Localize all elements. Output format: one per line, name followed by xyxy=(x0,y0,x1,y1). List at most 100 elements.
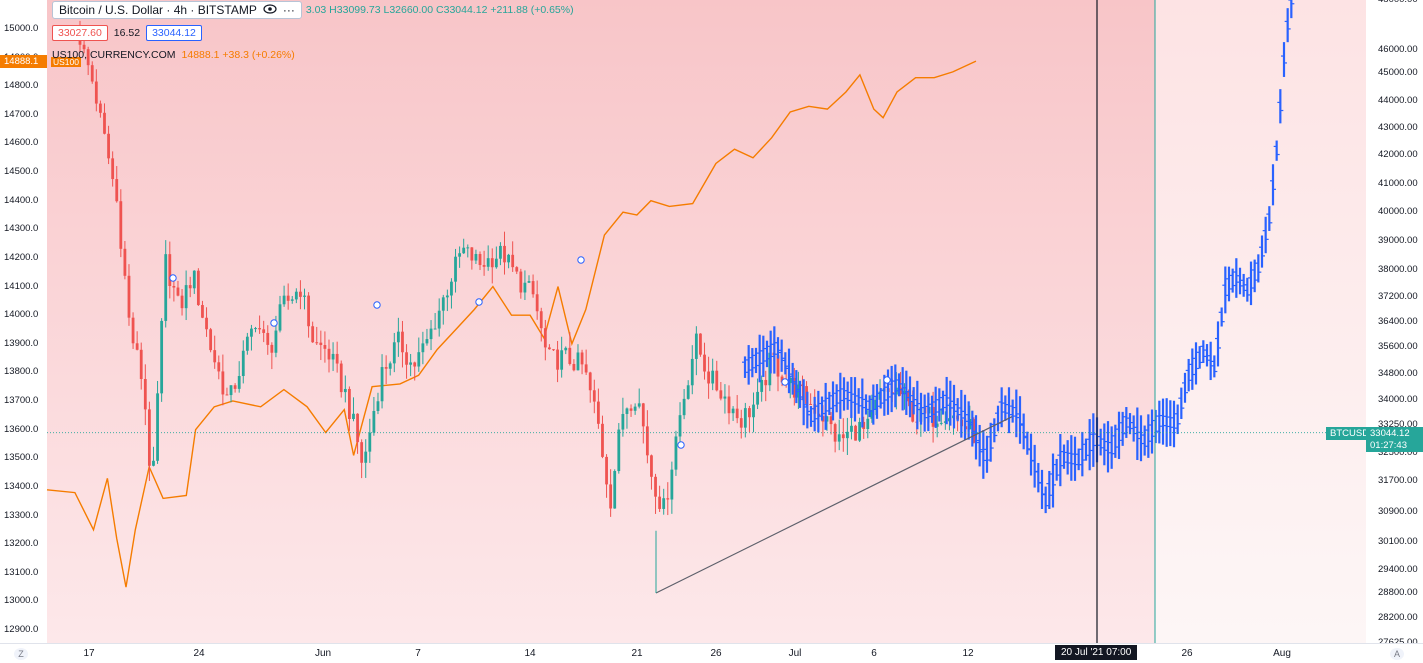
candle xyxy=(535,280,539,320)
candle-body xyxy=(503,245,506,263)
event-marker xyxy=(677,441,685,449)
candle xyxy=(90,61,94,84)
candle-body xyxy=(172,286,176,288)
candle-body xyxy=(682,398,686,416)
right-axis-tick: 31700.00 xyxy=(1378,475,1418,486)
right-axis-tick: 43000.00 xyxy=(1378,122,1418,133)
projection-bar xyxy=(742,356,748,378)
candle xyxy=(515,266,519,275)
candle xyxy=(356,413,359,454)
candle xyxy=(184,270,188,321)
candle xyxy=(192,270,196,294)
candle xyxy=(290,295,294,304)
eye-icon[interactable] xyxy=(263,3,277,17)
projection-bar xyxy=(962,394,968,440)
candle xyxy=(401,320,404,368)
candle-body xyxy=(139,349,143,380)
candle-body xyxy=(601,423,604,457)
candle-body xyxy=(605,456,608,485)
projection-bar xyxy=(1266,206,1273,231)
left-axis-tick: 13100.0 xyxy=(4,566,39,578)
candle-body xyxy=(482,265,486,267)
spread-value: 16.52 xyxy=(113,27,141,39)
left-price-axis[interactable]: 15000.014900.014800.014700.014600.014500… xyxy=(0,0,47,643)
projection-bar xyxy=(1134,407,1141,461)
projection-bar xyxy=(947,380,954,426)
compare-symbol-row[interactable]: US100, CURRENCY.COM 14888.1 +38.3 (+0.26… xyxy=(52,45,574,65)
event-marker xyxy=(373,301,381,309)
candle-body xyxy=(396,331,400,343)
projection-bar xyxy=(1288,0,1295,19)
candle xyxy=(748,405,751,433)
candle xyxy=(131,312,135,349)
candle-body xyxy=(609,484,613,509)
candle-body xyxy=(201,305,204,318)
candle-body xyxy=(266,332,270,345)
candle-body xyxy=(580,352,584,365)
candle-body xyxy=(184,285,188,309)
projection-bar xyxy=(969,410,976,447)
candle-body xyxy=(699,333,702,355)
candle xyxy=(388,361,392,376)
candle-body xyxy=(196,270,200,306)
bid-price-box[interactable]: 33027.60 xyxy=(52,25,108,41)
candle-body xyxy=(764,379,768,386)
projection-bar xyxy=(855,388,862,414)
candle xyxy=(107,125,110,165)
right-axis-tick: 35600.00 xyxy=(1378,341,1418,352)
highlight-region xyxy=(47,0,1155,643)
candle xyxy=(609,469,613,517)
ask-price-box[interactable]: 33044.12 xyxy=(146,25,202,41)
candle-body xyxy=(454,256,457,282)
candle xyxy=(531,274,535,298)
projection-bar xyxy=(998,387,1005,428)
projection-bar xyxy=(852,377,858,422)
candle-body xyxy=(270,344,274,353)
candle xyxy=(548,344,551,350)
candle xyxy=(454,248,457,293)
candle-body xyxy=(282,295,286,305)
trendline xyxy=(655,416,1013,594)
candle xyxy=(103,103,106,135)
right-axis-tick: 27625.00 xyxy=(1378,637,1418,648)
candle xyxy=(409,353,413,377)
candle xyxy=(441,294,445,325)
more-icon[interactable]: ··· xyxy=(282,3,295,17)
projection-bar xyxy=(1050,453,1056,508)
candle xyxy=(552,349,555,351)
candle xyxy=(825,415,829,431)
symbol-title-box[interactable]: Bitcoin / U.S. Dollar · 4h · BITSTAMP ··… xyxy=(52,1,302,19)
candle-body xyxy=(311,326,315,343)
candle xyxy=(335,341,339,373)
candle-body xyxy=(727,396,731,414)
candle xyxy=(209,327,213,353)
candle xyxy=(188,276,192,298)
candle-body xyxy=(147,409,151,466)
candle-body xyxy=(850,425,853,432)
candle xyxy=(368,418,372,463)
symbol-title: Bitcoin / U.S. Dollar · 4h · BITSTAMP xyxy=(59,3,257,17)
auto-scale-right-button[interactable]: A xyxy=(1390,648,1404,660)
right-price-axis[interactable]: 48000.00 46000.00 45000.00 44000.00 43000.00… xyxy=(1366,0,1423,648)
candle-body xyxy=(294,291,298,300)
candle-body xyxy=(417,352,421,367)
event-marker xyxy=(169,274,177,282)
candle-body xyxy=(486,258,490,267)
projection-bar xyxy=(1108,426,1115,469)
candle xyxy=(343,375,347,403)
candle xyxy=(833,422,837,453)
projection-bar xyxy=(1042,486,1049,514)
us100-tag-badge: US100 xyxy=(51,57,81,67)
candle-body xyxy=(474,254,478,261)
candle-body xyxy=(458,253,462,257)
auto-scale-left-button[interactable]: Z xyxy=(14,648,28,660)
candle xyxy=(756,378,759,410)
time-axis[interactable]: 17 24 Jun 7 14 21 26 Jul 6 12 26 Aug xyxy=(0,643,1423,663)
candle xyxy=(348,386,351,431)
candle-body xyxy=(531,281,535,295)
right-axis-tick: 30900.00 xyxy=(1378,506,1418,517)
time-axis-tick: 26 xyxy=(710,648,722,659)
candle-body xyxy=(752,404,755,418)
